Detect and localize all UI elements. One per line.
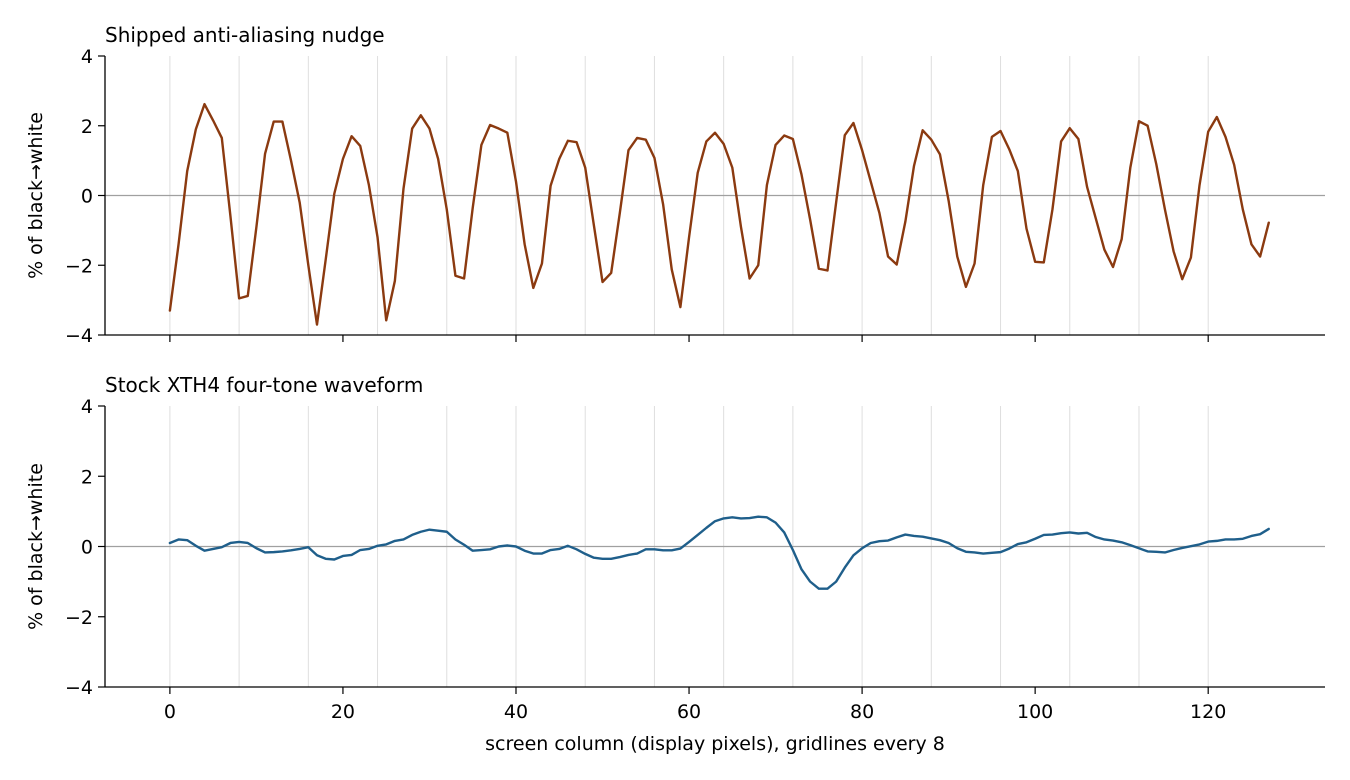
y-tick-label: 4 [81,46,93,68]
x-tick-label: 0 [164,701,176,723]
y-tick-label: 4 [81,396,93,418]
y-axis-label: % of black→white [25,463,47,630]
y-tick-label: −2 [65,255,93,277]
y-tick-label: −2 [65,607,93,629]
panel-title: Shipped anti-aliasing nudge [105,23,385,47]
panel-title: Stock XTH4 four-tone waveform [105,373,423,397]
x-tick-label: 120 [1190,701,1226,723]
y-tick-label: −4 [65,325,93,347]
series-line [168,515,1270,590]
x-tick-label: 40 [504,701,528,723]
x-tick-label: 100 [1017,701,1053,723]
y-tick-label: 0 [81,186,93,208]
panel-shipped-anti-aliasing: Shipped anti-aliasing nudge −4 −2 0 2 4 % of … [25,23,1325,347]
y-tick-label: 2 [81,116,93,138]
y-tick-label: −4 [65,677,93,699]
x-tick-label: 60 [677,701,701,723]
y-axis-label: % of black→white [25,112,47,279]
x-tick-label: 80 [850,701,874,723]
y-tick-label: 2 [81,466,93,488]
x-axis-label: screen column (display pixels), gridline… [485,733,945,755]
series-line [168,102,1270,326]
y-tick-label: 0 [81,537,93,559]
x-tick-label: 20 [331,701,355,723]
